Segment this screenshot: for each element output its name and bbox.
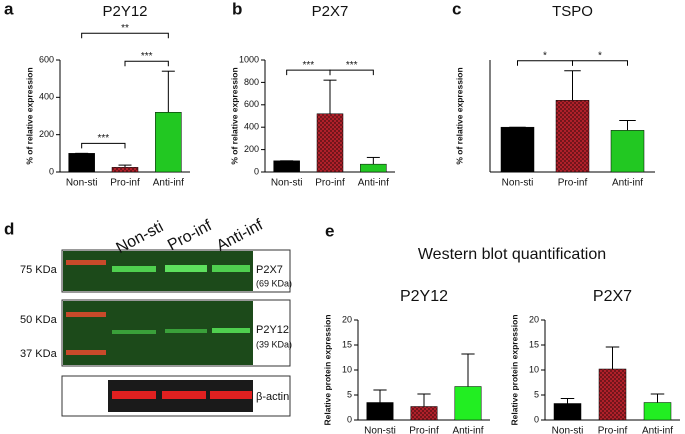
x-tick-label: Anti-inf: [153, 178, 184, 189]
bar: [610, 130, 645, 173]
significance-label: *: [598, 50, 602, 61]
y-axis-label: % of relative expression: [24, 67, 34, 164]
lane-label: Anti-inf: [214, 216, 266, 255]
bar: [366, 402, 394, 421]
blot-images: [61, 249, 291, 417]
x-tick-label: Anti-inf: [358, 178, 389, 189]
x-tick-label: Anti-inf: [452, 426, 483, 434]
y-axis-label: Relative protein expression: [509, 314, 519, 425]
bar-texture: [317, 113, 343, 172]
x-tick-label: Pro-inf: [598, 426, 628, 434]
x-tick-label: Non-sti: [502, 178, 534, 189]
significance-bracket: [329, 69, 374, 76]
y-tick-label: 200: [244, 144, 259, 154]
y-tick-label: 0: [534, 414, 539, 424]
y-axis-label: % of relative expression: [454, 67, 464, 164]
y-tick-label: 600: [39, 54, 54, 64]
lane-label: Pro-inf: [165, 217, 215, 254]
panel-label: b: [232, 0, 242, 18]
y-axis-label: % of relative expression: [229, 67, 239, 164]
y-tick-label: 15: [342, 339, 352, 349]
bar: [454, 386, 482, 421]
y-tick-label: 200: [39, 129, 54, 139]
panel-label: e: [325, 221, 334, 240]
x-tick-label: Pro-inf: [315, 178, 345, 189]
bar-texture: [556, 100, 589, 172]
section-title: Western blot quantification: [418, 246, 606, 263]
y-tick-label: 1000: [239, 54, 259, 64]
bar: [553, 403, 582, 421]
x-tick-label: Pro-inf: [409, 426, 439, 434]
y-tick-label: 0: [254, 166, 259, 176]
panel-label: c: [452, 0, 461, 18]
bar: [643, 402, 672, 421]
significance-label: ***: [302, 60, 314, 71]
bar: [68, 153, 95, 173]
chart-title: P2X7: [312, 3, 349, 20]
chart-title: P2Y12: [400, 288, 448, 305]
y-axis-label: Relative protein expression: [322, 314, 332, 425]
bar-texture: [599, 369, 626, 420]
significance-bracket: [81, 142, 126, 149]
x-tick-label: Non-sti: [66, 178, 98, 189]
y-tick-label: 10: [342, 364, 352, 374]
x-tick-label: Anti-inf: [612, 178, 643, 189]
x-tick-label: Anti-inf: [642, 426, 673, 434]
x-tick-label: Pro-inf: [110, 178, 140, 189]
y-tick-label: 800: [244, 77, 259, 87]
bar: [500, 126, 535, 173]
bar: [273, 160, 300, 173]
bar: [155, 112, 182, 173]
y-tick-label: 20: [342, 314, 352, 324]
significance-label: *: [543, 50, 547, 61]
significance-label: ***: [97, 133, 109, 144]
y-tick-label: 0: [49, 166, 54, 176]
band-size: (39 KDa): [256, 339, 292, 349]
band-size: (69 KDa): [256, 278, 292, 288]
chart-title: P2X7: [593, 288, 632, 305]
chart-title: P2Y12: [102, 3, 147, 20]
y-tick-label: 5: [347, 389, 352, 399]
significance-bracket: [572, 60, 628, 66]
significance-label: ***: [346, 60, 358, 71]
panel-label: a: [4, 0, 14, 18]
bar-texture: [112, 167, 138, 172]
bar-texture: [410, 406, 438, 420]
x-tick-label: Non-sti: [271, 178, 303, 189]
significance-label: **: [121, 23, 129, 34]
panel-label: d: [4, 219, 14, 238]
significance-bracket: [124, 60, 169, 67]
y-tick-label: 10: [529, 364, 539, 374]
band-name: P2X7: [256, 264, 283, 276]
y-tick-label: 5: [534, 389, 539, 399]
marker-label: 50 KDa: [20, 314, 58, 326]
marker-label: 37 KDa: [20, 348, 58, 360]
bar: [360, 163, 387, 173]
significance-bracket: [286, 69, 331, 76]
y-tick-label: 15: [529, 339, 539, 349]
x-tick-label: Non-sti: [552, 426, 584, 434]
y-tick-label: 0: [347, 414, 352, 424]
marker-label: 75 KDa: [20, 264, 58, 276]
y-tick-label: 600: [244, 99, 259, 109]
x-tick-label: Pro-inf: [558, 178, 588, 189]
chart-title: TSPO: [552, 3, 593, 20]
x-tick-label: Non-sti: [364, 426, 396, 434]
y-tick-label: 400: [39, 92, 54, 102]
y-tick-label: 20: [529, 314, 539, 324]
significance-label: ***: [141, 51, 153, 62]
y-tick-label: 400: [244, 122, 259, 132]
significance-bracket: [81, 32, 169, 39]
significance-bracket: [517, 60, 573, 66]
band-name: P2Y12: [256, 324, 289, 336]
band-name: β-actin: [256, 391, 289, 403]
